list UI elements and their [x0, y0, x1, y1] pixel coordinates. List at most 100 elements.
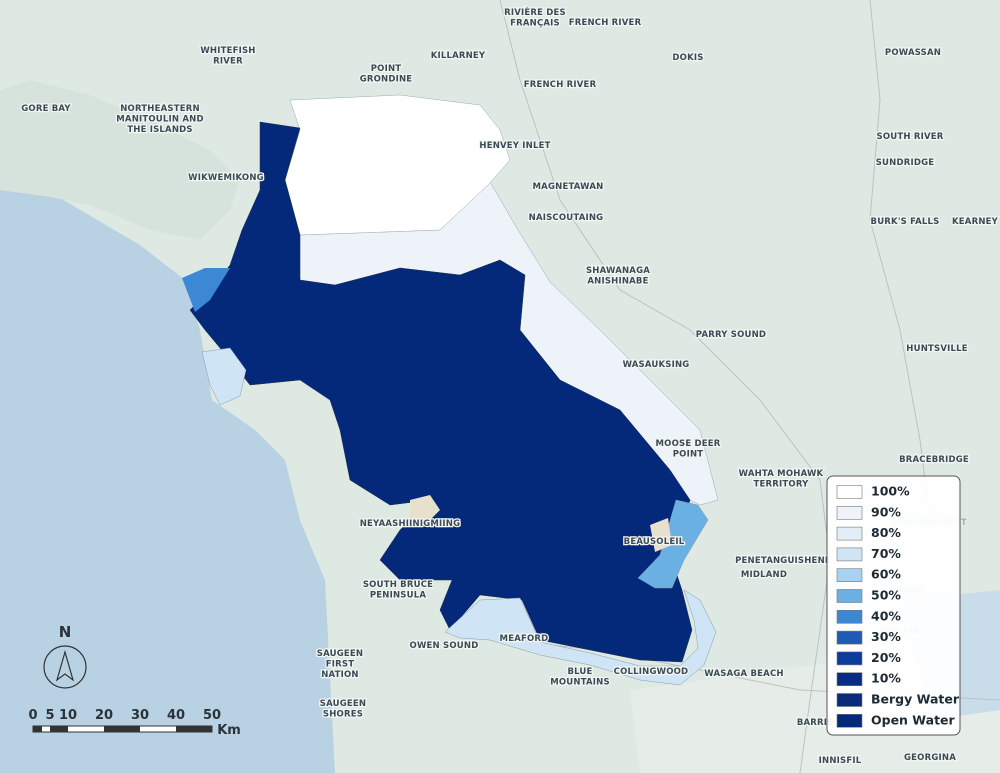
- place-label: SHAWANAGA: [586, 266, 650, 276]
- legend-swatch: [836, 713, 863, 728]
- place-label: DOKIS: [672, 53, 703, 63]
- manitoulin: [0, 80, 240, 240]
- scale-label: 30: [131, 708, 149, 723]
- place-label: HENVEY INLET: [479, 141, 550, 151]
- place-label: WHITEFISH: [200, 46, 255, 56]
- place-label: NORTHEASTERN: [120, 104, 200, 114]
- place-label: KILLARNEY: [431, 51, 486, 61]
- place-label: NAISCOUTAING: [529, 213, 604, 223]
- place-label: WASAUKSING: [623, 360, 690, 370]
- legend-swatch: [836, 485, 863, 499]
- place-label: MOUNTAINS: [550, 678, 610, 688]
- place-label: HUNTSVILLE: [906, 344, 967, 354]
- place-label: FRANÇAIS: [510, 19, 560, 29]
- legend-label: 90%: [871, 504, 901, 519]
- place-label: OWEN SOUND: [410, 641, 479, 651]
- place-label: INNISFIL: [819, 756, 862, 766]
- north-circle: [43, 645, 87, 689]
- place-label: FRENCH RIVER: [524, 80, 597, 90]
- scale-unit: Km: [217, 723, 241, 738]
- place-label: POINT: [673, 450, 704, 460]
- legend-swatch: [836, 630, 863, 645]
- place-label: BLUE: [567, 667, 592, 677]
- legend-label: Bergy Water: [871, 692, 960, 707]
- place-label: COLLINGWOOD: [614, 667, 689, 677]
- place-label: NATION: [321, 670, 359, 680]
- place-label: PARRY SOUND: [696, 330, 766, 340]
- scale-label: 0: [28, 708, 37, 723]
- place-label: WIKWEMIKONG: [188, 173, 264, 183]
- legend-label: 100%: [871, 484, 910, 499]
- legend-items: 100% 90% 80% 70% 60% 50% 40% 30% 20% 10% Bergy Wat…: [836, 484, 960, 728]
- place-label: PENINSULA: [370, 591, 426, 601]
- place-label: RIVER: [213, 57, 243, 67]
- legend-label: 70%: [871, 546, 901, 561]
- legend-swatch: [836, 526, 863, 541]
- legend-swatch: [836, 672, 863, 687]
- legend-label: Open Water: [871, 712, 956, 727]
- place-label: MOOSE DEER: [655, 439, 720, 449]
- legend-label: 80%: [871, 525, 901, 540]
- scale-label: 20: [95, 708, 113, 723]
- place-label: GRONDINE: [360, 75, 413, 85]
- legend-swatch: [836, 609, 863, 624]
- legend-swatch: [836, 693, 863, 707]
- place-label: MAGNETAWAN: [533, 182, 604, 192]
- ice-40: [182, 268, 230, 312]
- legend-swatch: [836, 651, 863, 666]
- place-label: WASAGA BEACH: [704, 669, 783, 679]
- place-label: MANITOULIN AND: [116, 115, 203, 125]
- legend-label: 40%: [871, 608, 901, 623]
- place-label: ANISHINABE: [587, 277, 648, 287]
- place-label: NEYAASHIINIGMIING: [360, 519, 461, 529]
- place-label: BURK'S FALLS: [871, 217, 940, 227]
- ice-70-south: [444, 589, 717, 686]
- place-label: POWASSAN: [885, 48, 941, 58]
- place-label: MIDLAND: [741, 570, 787, 580]
- lake-huron: [0, 190, 335, 773]
- ice-70-west: [201, 347, 247, 406]
- legend-swatch: [836, 589, 863, 603]
- scale-bar: [32, 725, 213, 733]
- legend-label: 30%: [871, 629, 901, 644]
- place-label: KEARNEY: [952, 217, 999, 227]
- place-label: GORE BAY: [21, 104, 71, 114]
- place-label: FIRST: [326, 660, 354, 670]
- place-label: MEAFORD: [500, 634, 549, 644]
- place-label: SUNDRIDGE: [876, 158, 935, 168]
- place-label: BARRIE: [797, 718, 833, 728]
- place-label: GEORGINA: [904, 753, 956, 763]
- place-label: BRACEBRIDGE: [899, 455, 969, 465]
- legend-swatch: [836, 568, 863, 583]
- place-label: TERRITORY: [754, 480, 810, 490]
- place-label: SHORES: [323, 710, 363, 720]
- legend-swatch: [836, 505, 863, 520]
- scale-label: 50: [203, 708, 221, 723]
- place-label: SAUGEEN: [317, 649, 363, 659]
- place-label: SOUTH BRUCE: [363, 580, 433, 590]
- north-arrow: [55, 649, 75, 682]
- scale-label: 40: [167, 708, 185, 723]
- place-label: POINT: [371, 64, 402, 74]
- place-label: WAHTA MOHAWK: [739, 469, 824, 479]
- legend-label: 50%: [871, 588, 901, 603]
- legend: [826, 475, 961, 736]
- place-label: FRENCH RIVER: [569, 18, 642, 28]
- place-label: SOUTH RIVER: [877, 132, 944, 142]
- place-label: RIVIÈRE DES: [504, 6, 566, 18]
- place-label: BEAUSOLEIL: [624, 537, 685, 547]
- legend-swatch: [836, 547, 863, 562]
- north-label: N: [59, 623, 72, 641]
- legend-label: 20%: [871, 650, 901, 665]
- scale-label: 5: [45, 708, 54, 723]
- place-label: SAUGEEN: [320, 699, 366, 709]
- legend-label: 60%: [871, 567, 901, 582]
- legend-label: 10%: [871, 671, 901, 686]
- place-label: PENETANGUISHENE: [735, 556, 831, 566]
- place-label: THE ISLANDS: [127, 125, 192, 135]
- scale-label: 10: [59, 708, 77, 723]
